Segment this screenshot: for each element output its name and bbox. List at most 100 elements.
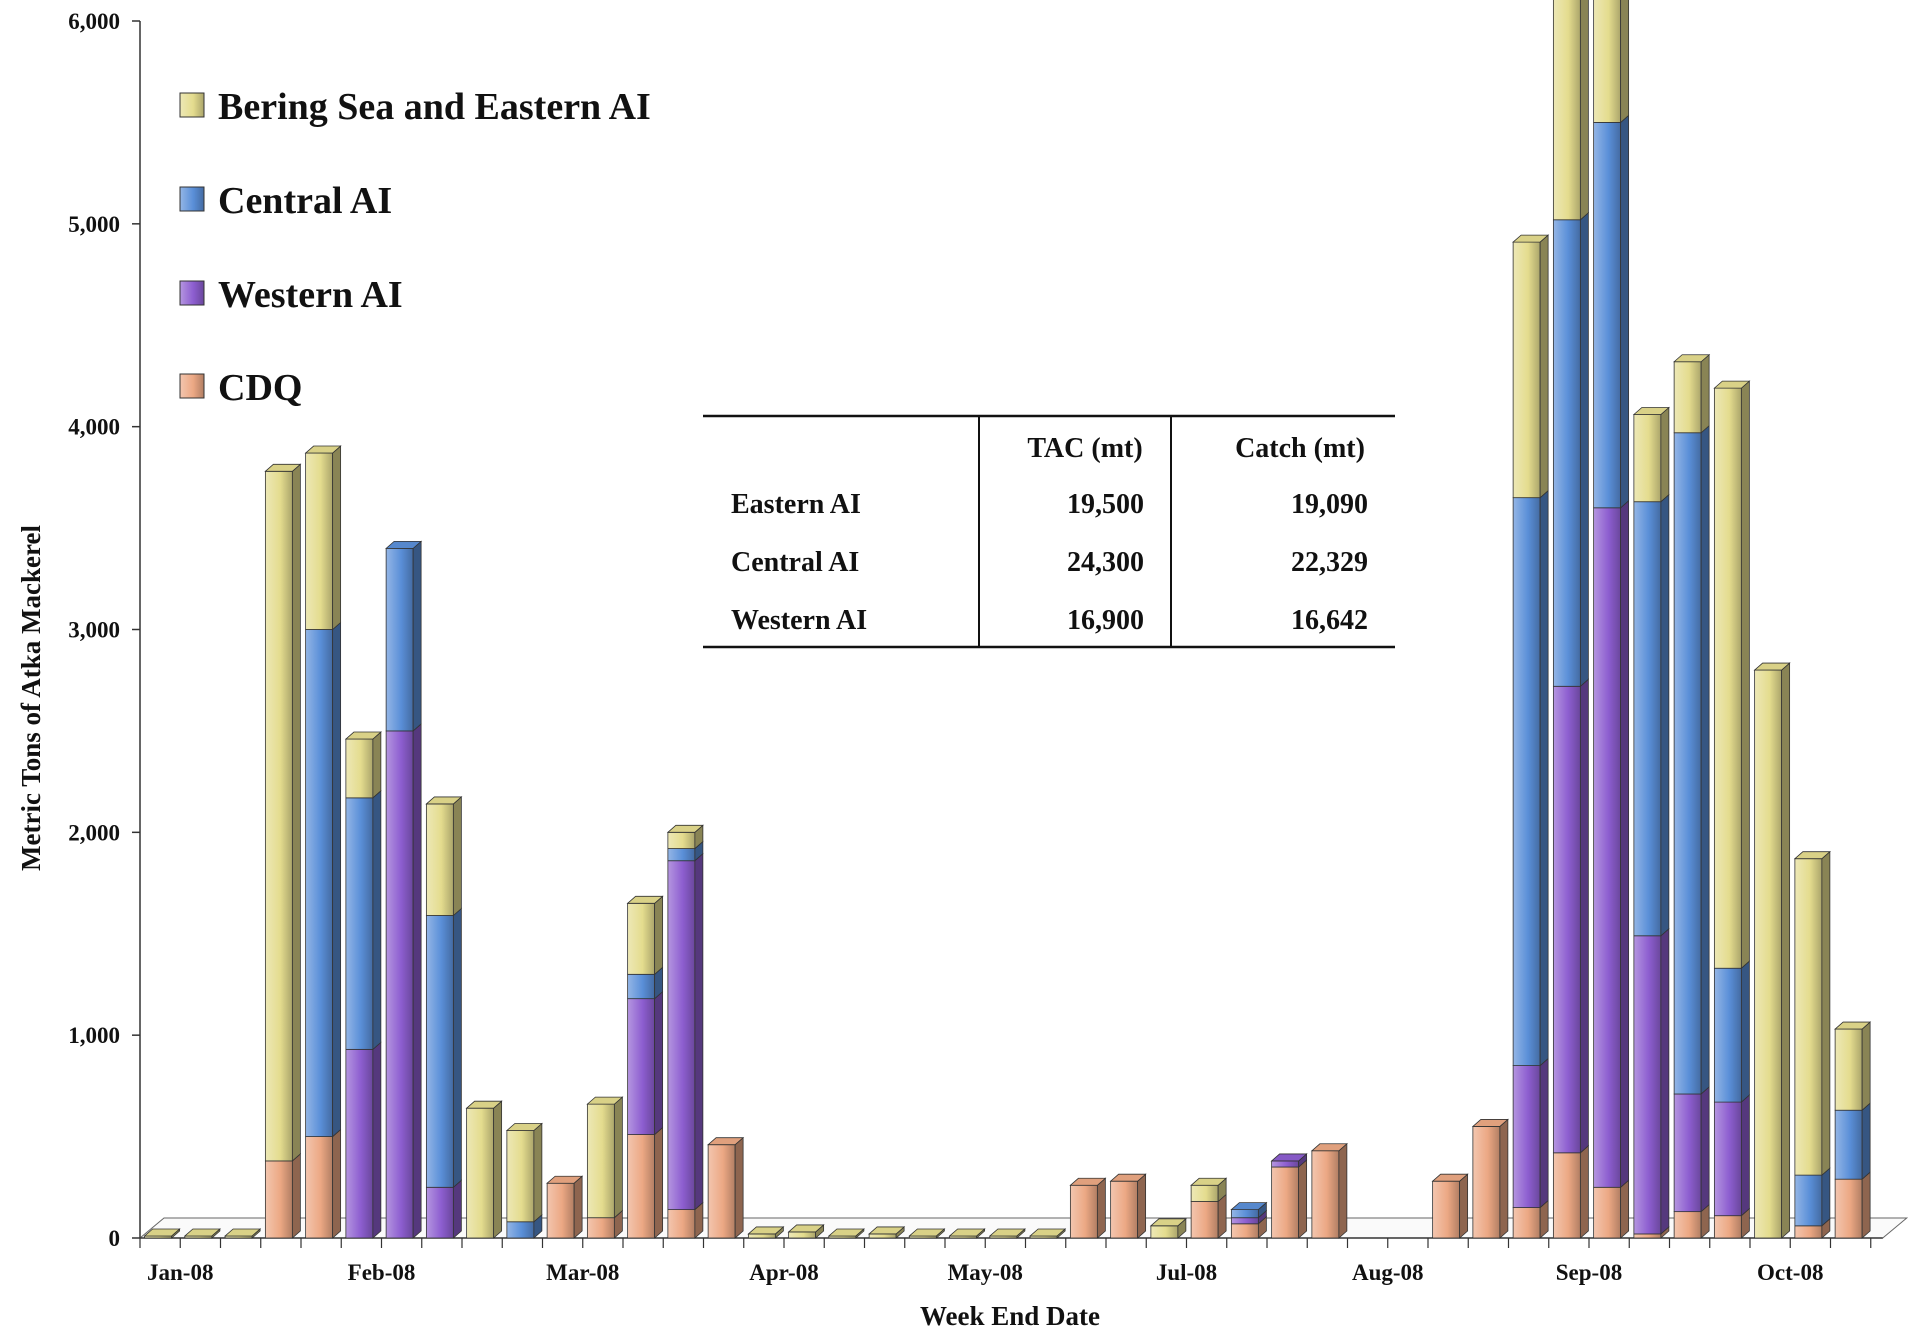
bar-side bbox=[1137, 1173, 1147, 1239]
bar-segment-bering-sea-and-eastern-ai bbox=[1593, 0, 1630, 124]
bar-top bbox=[1471, 1119, 1509, 1127]
bar-side bbox=[332, 621, 342, 1138]
bar-face bbox=[1230, 1223, 1259, 1239]
bar-stack bbox=[948, 1228, 986, 1239]
bar-segment-central-ai bbox=[1230, 1201, 1268, 1219]
bar-face bbox=[1069, 1184, 1098, 1239]
bar-stack bbox=[264, 463, 302, 1239]
bar-stack bbox=[626, 895, 664, 1239]
bar-face bbox=[264, 470, 293, 1162]
bar-stack bbox=[505, 1122, 543, 1239]
bar-side bbox=[1861, 1021, 1871, 1112]
bar-side bbox=[1499, 1118, 1509, 1239]
bar-segment-bering-sea-and-eastern-ai bbox=[787, 1224, 825, 1239]
bar-side bbox=[1660, 406, 1670, 503]
bar-segment-western-ai bbox=[385, 723, 422, 1239]
bar-face bbox=[345, 738, 374, 799]
bar-face bbox=[868, 1233, 897, 1239]
y-tick-label: 1,000 bbox=[68, 1023, 120, 1048]
bar-top bbox=[827, 1228, 865, 1237]
bar-face bbox=[385, 730, 414, 1239]
bar-top bbox=[546, 1175, 584, 1184]
table-row-label: Western AI bbox=[731, 605, 867, 636]
bar-stack bbox=[1069, 1177, 1107, 1239]
bar-face bbox=[1230, 1217, 1259, 1225]
bar-segment-cdq bbox=[1552, 1144, 1589, 1239]
bar-top bbox=[1270, 1153, 1308, 1162]
x-axis-title: Week End Date bbox=[920, 1301, 1100, 1328]
bar-face bbox=[1713, 387, 1742, 969]
bar-side bbox=[1338, 1142, 1348, 1239]
bar-face bbox=[1834, 1109, 1863, 1180]
bar-face bbox=[627, 1134, 656, 1239]
bar-segment-bering-sea-and-eastern-ai bbox=[666, 824, 704, 850]
bar-face bbox=[627, 973, 656, 1000]
bar-face bbox=[1512, 1207, 1541, 1239]
bar-top bbox=[1793, 851, 1831, 860]
bar-top bbox=[586, 1096, 624, 1105]
bar-side bbox=[613, 1096, 623, 1219]
table-row: Central AI 24,300 22,329 bbox=[731, 547, 1368, 578]
table-cell-catch: 19,090 bbox=[1291, 489, 1368, 520]
bar-face bbox=[1593, 507, 1622, 1188]
bar-segment-central-ai bbox=[1794, 1167, 1831, 1227]
bar-stack bbox=[1632, 406, 1670, 1239]
bar-segment-cdq bbox=[1673, 1203, 1710, 1239]
table-cell-tac: 24,300 bbox=[1067, 547, 1144, 578]
bar-face bbox=[1552, 219, 1581, 687]
bar-stack bbox=[1552, 0, 1589, 1239]
bar-segment-central-ai bbox=[305, 621, 342, 1138]
bar-side bbox=[412, 540, 422, 732]
table-cell-tac: 16,900 bbox=[1067, 605, 1144, 636]
bar-segment-bering-sea-and-eastern-ai bbox=[948, 1228, 986, 1239]
bar-segment-cdq bbox=[586, 1209, 623, 1239]
bar-stack bbox=[183, 1228, 221, 1239]
bar-segment-bering-sea-and-eastern-ai bbox=[1834, 1021, 1872, 1112]
bar-segment-bering-sea-and-eastern-ai bbox=[747, 1226, 785, 1239]
bar-top bbox=[908, 1228, 946, 1237]
bar-face bbox=[345, 797, 374, 1050]
bar-stack bbox=[747, 1226, 785, 1239]
legend-item-central-ai: Central AI bbox=[179, 180, 392, 222]
bar-stack bbox=[1793, 850, 1831, 1239]
bar-top bbox=[747, 1226, 785, 1235]
bar-face bbox=[1150, 1225, 1179, 1239]
bar-face bbox=[788, 1231, 817, 1239]
bar-segment-cdq bbox=[264, 1153, 301, 1239]
bar-face bbox=[1673, 361, 1702, 434]
bar-segment-bering-sea-and-eastern-ai bbox=[988, 1228, 1026, 1239]
bar-top bbox=[707, 1137, 745, 1146]
bar-segment-bering-sea-and-eastern-ai bbox=[505, 1122, 543, 1223]
bar-stack bbox=[827, 1228, 865, 1239]
bar-segment-cdq bbox=[1471, 1118, 1509, 1239]
bar-face bbox=[546, 1182, 575, 1239]
bar-segment-central-ai bbox=[1512, 489, 1549, 1067]
bar-face bbox=[506, 1130, 535, 1223]
legend-swatch bbox=[179, 186, 205, 212]
bar-side bbox=[533, 1122, 543, 1223]
bar-side bbox=[1861, 1102, 1871, 1181]
bar-stack bbox=[385, 540, 423, 1239]
bar-top bbox=[344, 731, 382, 740]
bar-side bbox=[1579, 0, 1589, 221]
bar-stack bbox=[1149, 1217, 1187, 1239]
table-cell-tac: 19,500 bbox=[1067, 489, 1144, 520]
bar-segment-cdq bbox=[1109, 1173, 1147, 1239]
bar-side bbox=[1660, 927, 1670, 1235]
legend-label: Western AI bbox=[218, 274, 403, 316]
bars-layer bbox=[143, 0, 1872, 1239]
bar-segment-central-ai bbox=[506, 1213, 543, 1239]
bar-face bbox=[1673, 1093, 1702, 1213]
bar-top bbox=[988, 1228, 1026, 1237]
bar-segment-western-ai bbox=[1633, 927, 1670, 1235]
bar-side bbox=[694, 852, 704, 1211]
x-tick-label: Sep-08 bbox=[1556, 1260, 1622, 1285]
bar-face bbox=[1794, 858, 1823, 1176]
bar-segment-bering-sea-and-eastern-ai bbox=[264, 463, 302, 1162]
bar-top bbox=[1834, 1021, 1872, 1030]
bar-top bbox=[465, 1100, 503, 1109]
bar-segment-bering-sea-and-eastern-ai bbox=[626, 895, 664, 976]
bar-top bbox=[1029, 1228, 1067, 1237]
bar-segment-central-ai bbox=[1633, 493, 1670, 937]
